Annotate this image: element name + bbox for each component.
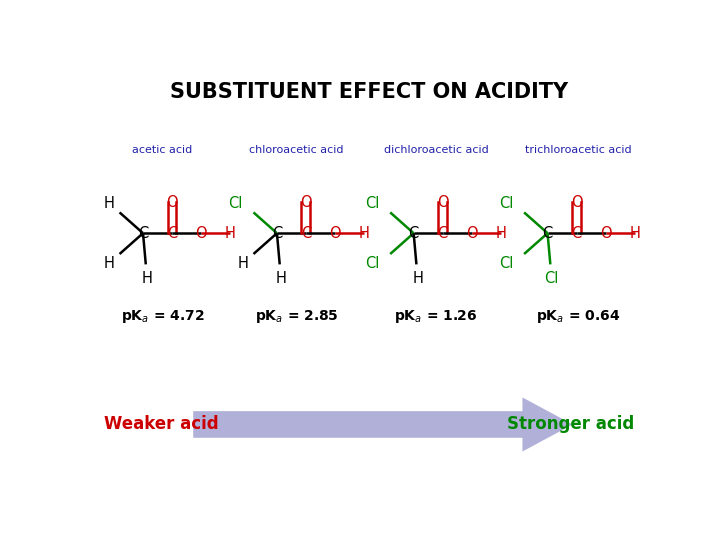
Text: Weaker acid: Weaker acid [104,415,219,434]
Text: O: O [195,226,207,241]
Text: C: C [408,226,419,241]
Text: Cl: Cl [228,195,243,211]
Text: pK$_a$ = 2.85: pK$_a$ = 2.85 [255,308,338,325]
Text: C: C [167,226,177,241]
Text: C: C [138,226,148,241]
Text: Stronger acid: Stronger acid [507,415,634,434]
Text: O: O [329,226,341,241]
Text: pK$_a$ = 1.26: pK$_a$ = 1.26 [395,308,477,325]
Text: O: O [300,194,312,210]
Text: Cl: Cl [499,256,513,271]
Text: trichloroacetic acid: trichloroacetic acid [525,145,631,155]
Text: H: H [238,256,248,271]
Text: Cl: Cl [365,256,379,271]
Text: C: C [301,226,311,241]
Text: SUBSTITUENT EFFECT ON ACIDITY: SUBSTITUENT EFFECT ON ACIDITY [170,82,568,102]
Text: Cl: Cl [365,195,379,211]
Text: H: H [276,271,287,286]
Text: pK$_a$ = 4.72: pK$_a$ = 4.72 [121,308,204,325]
Text: O: O [571,194,582,210]
Text: O: O [600,226,611,241]
Text: H: H [104,256,114,271]
Text: Cl: Cl [544,271,559,286]
Text: C: C [542,226,553,241]
Text: H: H [104,195,114,211]
Text: H: H [629,226,640,241]
Text: C: C [572,226,582,241]
Text: H: H [359,226,369,241]
Text: C: C [272,226,282,241]
Text: pK$_a$ = 0.64: pK$_a$ = 0.64 [536,308,621,325]
Polygon shape [193,397,572,451]
Text: chloroacetic acid: chloroacetic acid [249,145,343,155]
Text: H: H [225,226,235,241]
Text: H: H [413,271,423,286]
Text: Cl: Cl [499,195,513,211]
Text: dichloroacetic acid: dichloroacetic acid [384,145,488,155]
Text: acetic acid: acetic acid [132,145,193,155]
Text: H: H [495,226,506,241]
Text: H: H [142,271,153,286]
Text: O: O [437,194,449,210]
Text: C: C [438,226,448,241]
Text: O: O [466,226,477,241]
Text: O: O [166,194,178,210]
